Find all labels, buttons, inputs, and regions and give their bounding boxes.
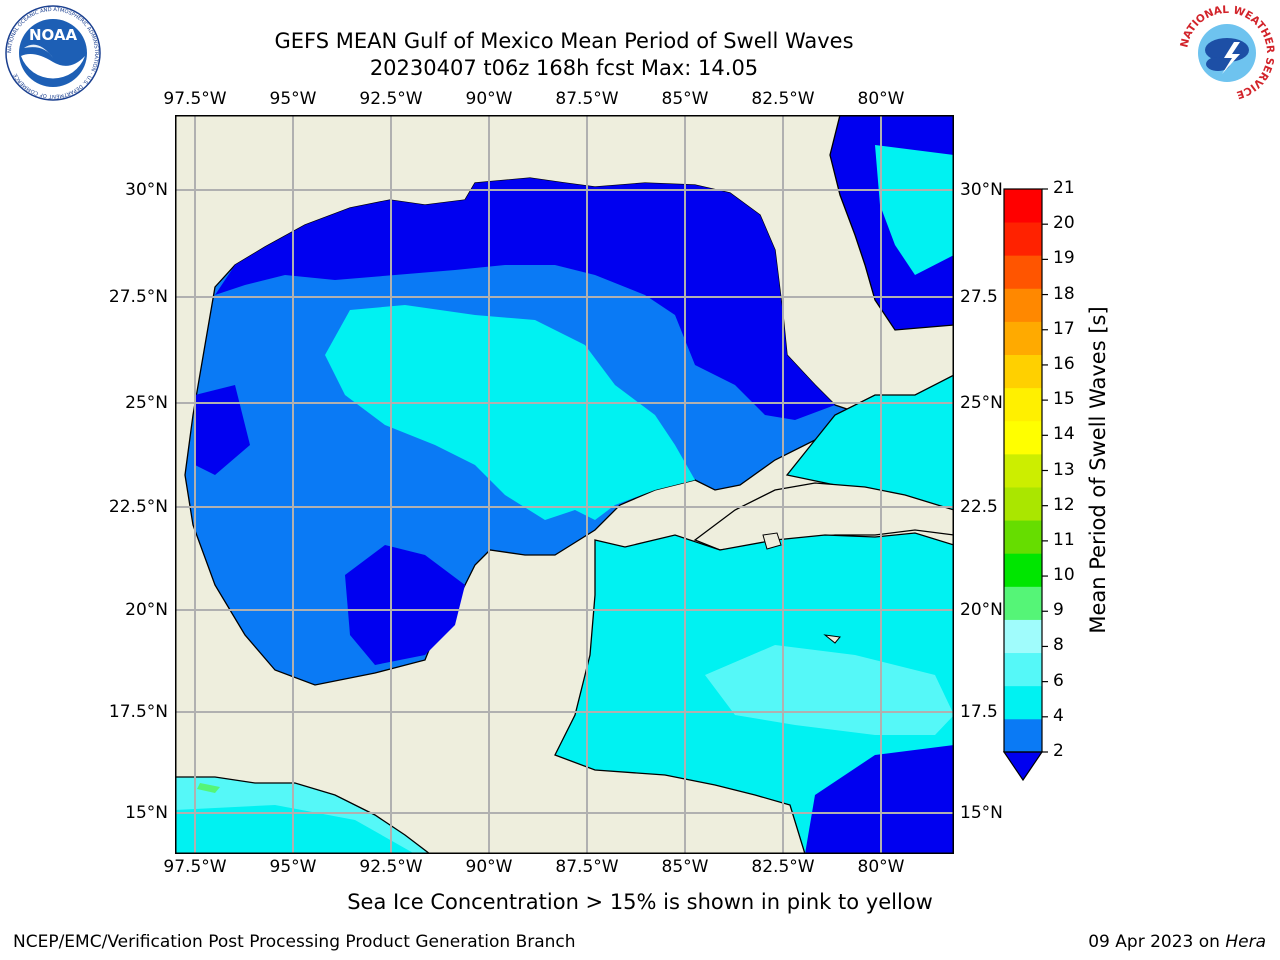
- pacific-green-patch: [197, 783, 220, 793]
- graticule: [175, 115, 954, 854]
- colorbar: [1002, 188, 1048, 782]
- colorbar-tick-label: 16: [1053, 353, 1075, 374]
- colorbar-segment: [1004, 520, 1042, 554]
- lon-label-bottom: 85°W: [661, 857, 709, 877]
- colorbar-tick-label: 6: [1053, 670, 1064, 691]
- footer-machine: Hera: [1225, 932, 1266, 952]
- noaa-logo-text: NOAA: [29, 26, 78, 44]
- colorbar-segment: [1004, 453, 1042, 488]
- colorbar-tick-label: 21: [1053, 178, 1075, 198]
- lat-label-left: 22.5°N: [108, 497, 168, 517]
- colorbar-tick-label: 11: [1053, 529, 1075, 550]
- lat-label-left: 25°N: [125, 393, 168, 413]
- colorbar-tick-label: 13: [1053, 459, 1075, 480]
- lon-label-bottom: 80°W: [857, 857, 905, 877]
- lon-label-top: 97.5°W: [163, 89, 227, 109]
- lat-label-left: 15°N: [125, 803, 168, 823]
- lat-label-right: 20°N: [960, 600, 1003, 620]
- shallow-period-west: [195, 385, 250, 475]
- colorbar-segment: [1004, 420, 1042, 455]
- lat-label-left: 17.5°N: [108, 702, 168, 722]
- colorbar-tick-label: 10: [1053, 565, 1075, 586]
- lat-label-right: 27.5: [960, 287, 998, 307]
- lon-label-top: 85°W: [661, 89, 709, 109]
- colorbar-segment: [1004, 255, 1042, 289]
- colorbar-segment: [1004, 189, 1042, 223]
- gulf-of-mexico-map: [175, 115, 954, 854]
- colorbar-segment: [1004, 222, 1042, 256]
- shallow-period-north: [215, 178, 835, 420]
- colorbar-segment: [1004, 487, 1042, 521]
- lat-label-left: 27.5°N: [108, 287, 168, 307]
- lat-label-right: 15°N: [960, 803, 1003, 823]
- colorbar-segment: [1004, 553, 1042, 587]
- map-title: GEFS MEAN Gulf of Mexico Mean Period of …: [274, 29, 854, 53]
- colorbar-extend-arrow: [1002, 751, 1044, 782]
- colorbar-tick-label: 18: [1053, 283, 1075, 304]
- colorbar-tick-label: 9: [1053, 600, 1064, 621]
- colorbar-segment: [1004, 652, 1042, 687]
- colorbar-segment: [1004, 387, 1042, 422]
- noaa-logo: NATIONAL OCEANIC AND ATMOSPHERIC ADMINIS…: [5, 5, 101, 101]
- colorbar-tick-label: 4: [1053, 705, 1064, 726]
- colorbar-tick-label: 15: [1053, 389, 1075, 410]
- map-frame: [175, 115, 954, 854]
- shallow-period-campeche: [345, 545, 465, 665]
- lon-label-top: 95°W: [269, 89, 317, 109]
- nws-logo: NATIONAL WEATHER SERVICE: [1178, 4, 1276, 101]
- colorbar-tick-label: 14: [1053, 424, 1075, 445]
- colorbar-tick-label: 12: [1053, 494, 1075, 515]
- colorbar-segment: [1004, 718, 1042, 753]
- lat-label-right: 17.5: [960, 702, 998, 722]
- lon-label-top: 82.5°W: [751, 89, 815, 109]
- lon-label-top: 92.5°W: [359, 89, 423, 109]
- caribbean-south-deep: [805, 745, 954, 854]
- colorbar-segment: [1004, 685, 1042, 720]
- lon-label-top: 87.5°W: [555, 89, 619, 109]
- footer-credit: NCEP/EMC/Verification Post Processing Pr…: [13, 932, 576, 952]
- colorbar-segment: [1004, 619, 1042, 654]
- central-period-band: [325, 305, 695, 520]
- colorbar-label: Mean Period of Swell Waves [s]: [1086, 306, 1110, 634]
- colorbar-segment: [1004, 321, 1042, 355]
- lon-label-bottom: 95°W: [269, 857, 317, 877]
- colorbar-tick-label: 17: [1053, 318, 1075, 339]
- lat-label-right: 30°N: [960, 180, 1003, 200]
- sea-ice-note: Sea Ice Concentration > 15% is shown in …: [347, 890, 933, 914]
- pacific-band: [175, 805, 415, 854]
- colorbar-tick-label: 19: [1053, 248, 1075, 269]
- lon-label-bottom: 92.5°W: [359, 857, 423, 877]
- lat-label-left: 30°N: [125, 180, 168, 200]
- forecast-info: 20230407 t06z 168h fcst Max: 14.05: [369, 56, 759, 80]
- lat-label-left: 20°N: [125, 600, 168, 620]
- lon-label-top: 90°W: [465, 89, 513, 109]
- colorbar-tick-label: 20: [1053, 213, 1075, 234]
- colorbar-segment: [1004, 586, 1042, 620]
- lon-label-bottom: 87.5°W: [555, 857, 619, 877]
- lon-label-bottom: 82.5°W: [751, 857, 815, 877]
- colorbar-segment: [1004, 288, 1042, 322]
- footer-date: 09 Apr 2023 on Hera: [1088, 932, 1266, 952]
- lon-label-bottom: 97.5°W: [163, 857, 227, 877]
- footer-date-text: 09 Apr 2023 on: [1088, 932, 1226, 952]
- colorbar-tick-label: 2: [1053, 741, 1064, 761]
- lat-label-right: 22.5: [960, 497, 998, 517]
- atlantic-light-band: [875, 145, 954, 275]
- colorbar-tick-label: 8: [1053, 635, 1064, 656]
- lat-label-right: 25°N: [960, 393, 1003, 413]
- lon-label-top: 80°W: [857, 89, 905, 109]
- lon-label-bottom: 90°W: [465, 857, 513, 877]
- caribbean-islands: [762, 532, 841, 644]
- colorbar-segment: [1004, 354, 1042, 389]
